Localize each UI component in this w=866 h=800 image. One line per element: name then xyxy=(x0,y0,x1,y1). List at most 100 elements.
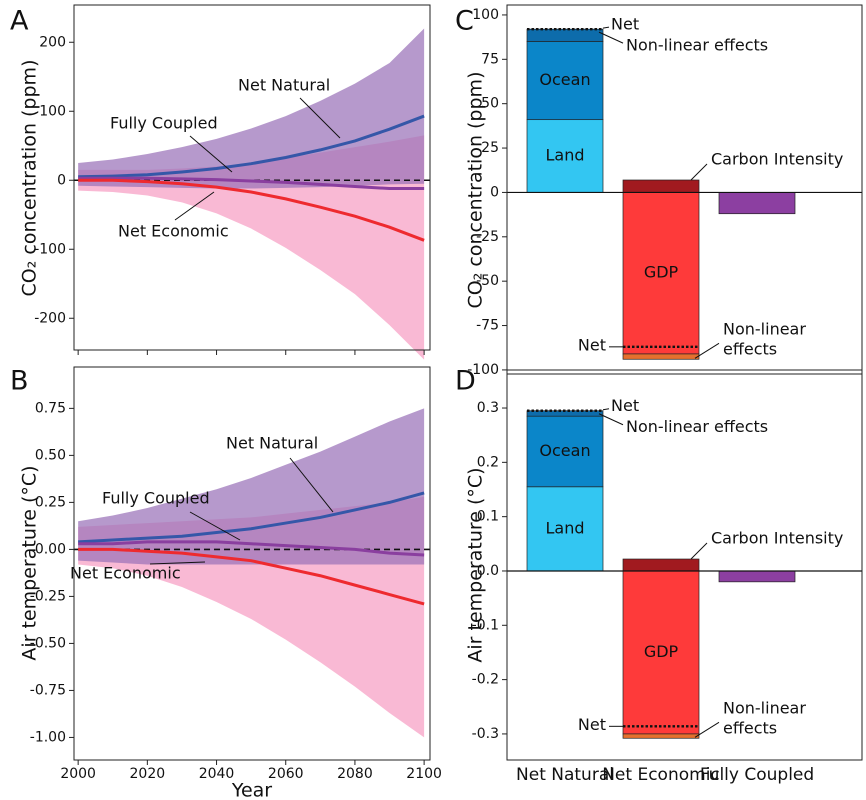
category-label: Net Economic xyxy=(602,765,720,785)
bar-segment xyxy=(622,192,700,355)
annotation-leader xyxy=(694,342,720,359)
x-tick-label: 2080 xyxy=(337,766,373,782)
uncertainty-band xyxy=(78,135,425,360)
panel-letter: A xyxy=(10,6,29,37)
annotation-leader xyxy=(174,191,215,221)
bar-segment xyxy=(622,733,700,739)
series-line xyxy=(78,178,425,242)
annotation-leader xyxy=(189,511,241,541)
annotation-leader xyxy=(189,135,233,173)
annotation-leader xyxy=(289,457,334,513)
annotation-leader xyxy=(598,31,624,44)
x-axis-title: Year xyxy=(231,780,272,800)
segment-label: Ocean xyxy=(539,441,590,460)
bar-segment xyxy=(526,415,604,488)
uncertainty-band xyxy=(78,408,425,565)
y-tick-label: 0 xyxy=(490,184,499,200)
bar-segment xyxy=(526,119,604,193)
annotation-leader xyxy=(602,26,610,29)
y-tick-label: 25 xyxy=(481,140,499,156)
segment-label: Non-linear effects xyxy=(626,417,768,436)
series-label: Fully Coupled xyxy=(110,114,218,133)
y-axis-title: CO₂ concentration (ppm) xyxy=(19,60,41,297)
y-axis-title: CO₂ concentration (ppm) xyxy=(465,72,487,309)
panel-letter: D xyxy=(455,366,476,397)
annotation-leader xyxy=(690,163,708,181)
bar-segment xyxy=(718,570,796,583)
series-label: Net Economic xyxy=(70,564,181,583)
y-tick-label: -0.50 xyxy=(30,635,66,651)
y-tick-label: -75 xyxy=(476,318,499,334)
segment-label: Carbon Intensity xyxy=(711,150,843,169)
x-tick-label: 2040 xyxy=(199,766,235,782)
y-tick-label: -0.1 xyxy=(472,617,499,633)
y-tick-label: 50 xyxy=(481,96,499,112)
plot-frame xyxy=(506,4,863,375)
x-tick-label: 2000 xyxy=(60,766,96,782)
y-tick-label: 0.0 xyxy=(477,563,499,579)
y-tick-label: 0.3 xyxy=(477,400,499,416)
y-tick-label: -100 xyxy=(467,362,499,378)
series-label: Fully Coupled xyxy=(102,489,210,508)
segment-label: GDP xyxy=(644,263,679,282)
segment-label: Non-linear effects xyxy=(723,319,811,358)
plot-frame xyxy=(506,369,863,761)
series-line xyxy=(78,491,425,544)
x-tick-label: 2060 xyxy=(268,766,304,782)
series-line xyxy=(78,547,425,606)
y-tick-label: -50 xyxy=(476,273,499,289)
annotation-leader xyxy=(299,97,341,139)
x-tick-label: 2020 xyxy=(130,766,166,782)
y-tick-label: -0.25 xyxy=(30,588,66,604)
segment-label: GDP xyxy=(644,642,679,661)
segment-label: Land xyxy=(545,146,584,165)
segment-label: Land xyxy=(545,518,584,537)
net-label: Net xyxy=(578,335,606,354)
category-label: Fully Coupled xyxy=(700,765,814,785)
series-label: Net Natural xyxy=(238,76,330,95)
bar-segment xyxy=(718,192,796,215)
y-tick-label: -25 xyxy=(476,229,499,245)
net-label: Net xyxy=(611,15,639,34)
segment-label: Ocean xyxy=(539,70,590,89)
annotation-leader xyxy=(694,721,720,738)
y-tick-label: 0.50 xyxy=(35,447,66,463)
category-label: Net Natural xyxy=(516,765,614,785)
y-tick-label: -200 xyxy=(34,310,66,326)
y-tick-label: -0.3 xyxy=(472,726,499,742)
y-axis-title: Air temperature (°C) xyxy=(465,467,487,662)
y-tick-label: 100 xyxy=(39,103,66,119)
annotation-leader xyxy=(598,413,624,426)
net-label: Net xyxy=(611,396,639,415)
panel-letter: C xyxy=(455,6,474,37)
y-axis-title: Air temperature (°C) xyxy=(19,465,41,660)
bar-segment xyxy=(526,28,604,42)
y-tick-label: 75 xyxy=(481,51,499,67)
y-tick-label: 0 xyxy=(57,172,66,188)
series-label: Net Natural xyxy=(226,434,318,453)
annotation-leader xyxy=(149,561,206,565)
y-tick-label: 100 xyxy=(472,7,499,23)
y-tick-label: 0.75 xyxy=(35,400,66,416)
annotation-leader xyxy=(602,408,610,411)
y-tick-label: 0.25 xyxy=(35,494,66,510)
plot-frame xyxy=(73,4,431,351)
plot-frame xyxy=(73,366,431,761)
bar-segment xyxy=(526,41,604,121)
y-tick-label: 0.00 xyxy=(35,541,66,557)
y-tick-label: 0.2 xyxy=(477,454,499,470)
y-tick-label: 200 xyxy=(39,34,66,50)
annotation-leader xyxy=(690,542,708,560)
bar-segment xyxy=(622,179,700,193)
panel-letter: B xyxy=(10,366,29,397)
y-tick-label: -0.75 xyxy=(30,682,66,698)
segment-label: Non-linear effects xyxy=(626,36,768,55)
series-line xyxy=(78,176,425,191)
bar-segment xyxy=(622,353,700,360)
series-label: Net Economic xyxy=(118,222,229,241)
y-tick-label: -0.2 xyxy=(472,672,499,688)
y-tick-label: -1.00 xyxy=(30,729,66,745)
uncertainty-band xyxy=(78,28,425,189)
y-tick-label: 0.1 xyxy=(477,509,499,525)
